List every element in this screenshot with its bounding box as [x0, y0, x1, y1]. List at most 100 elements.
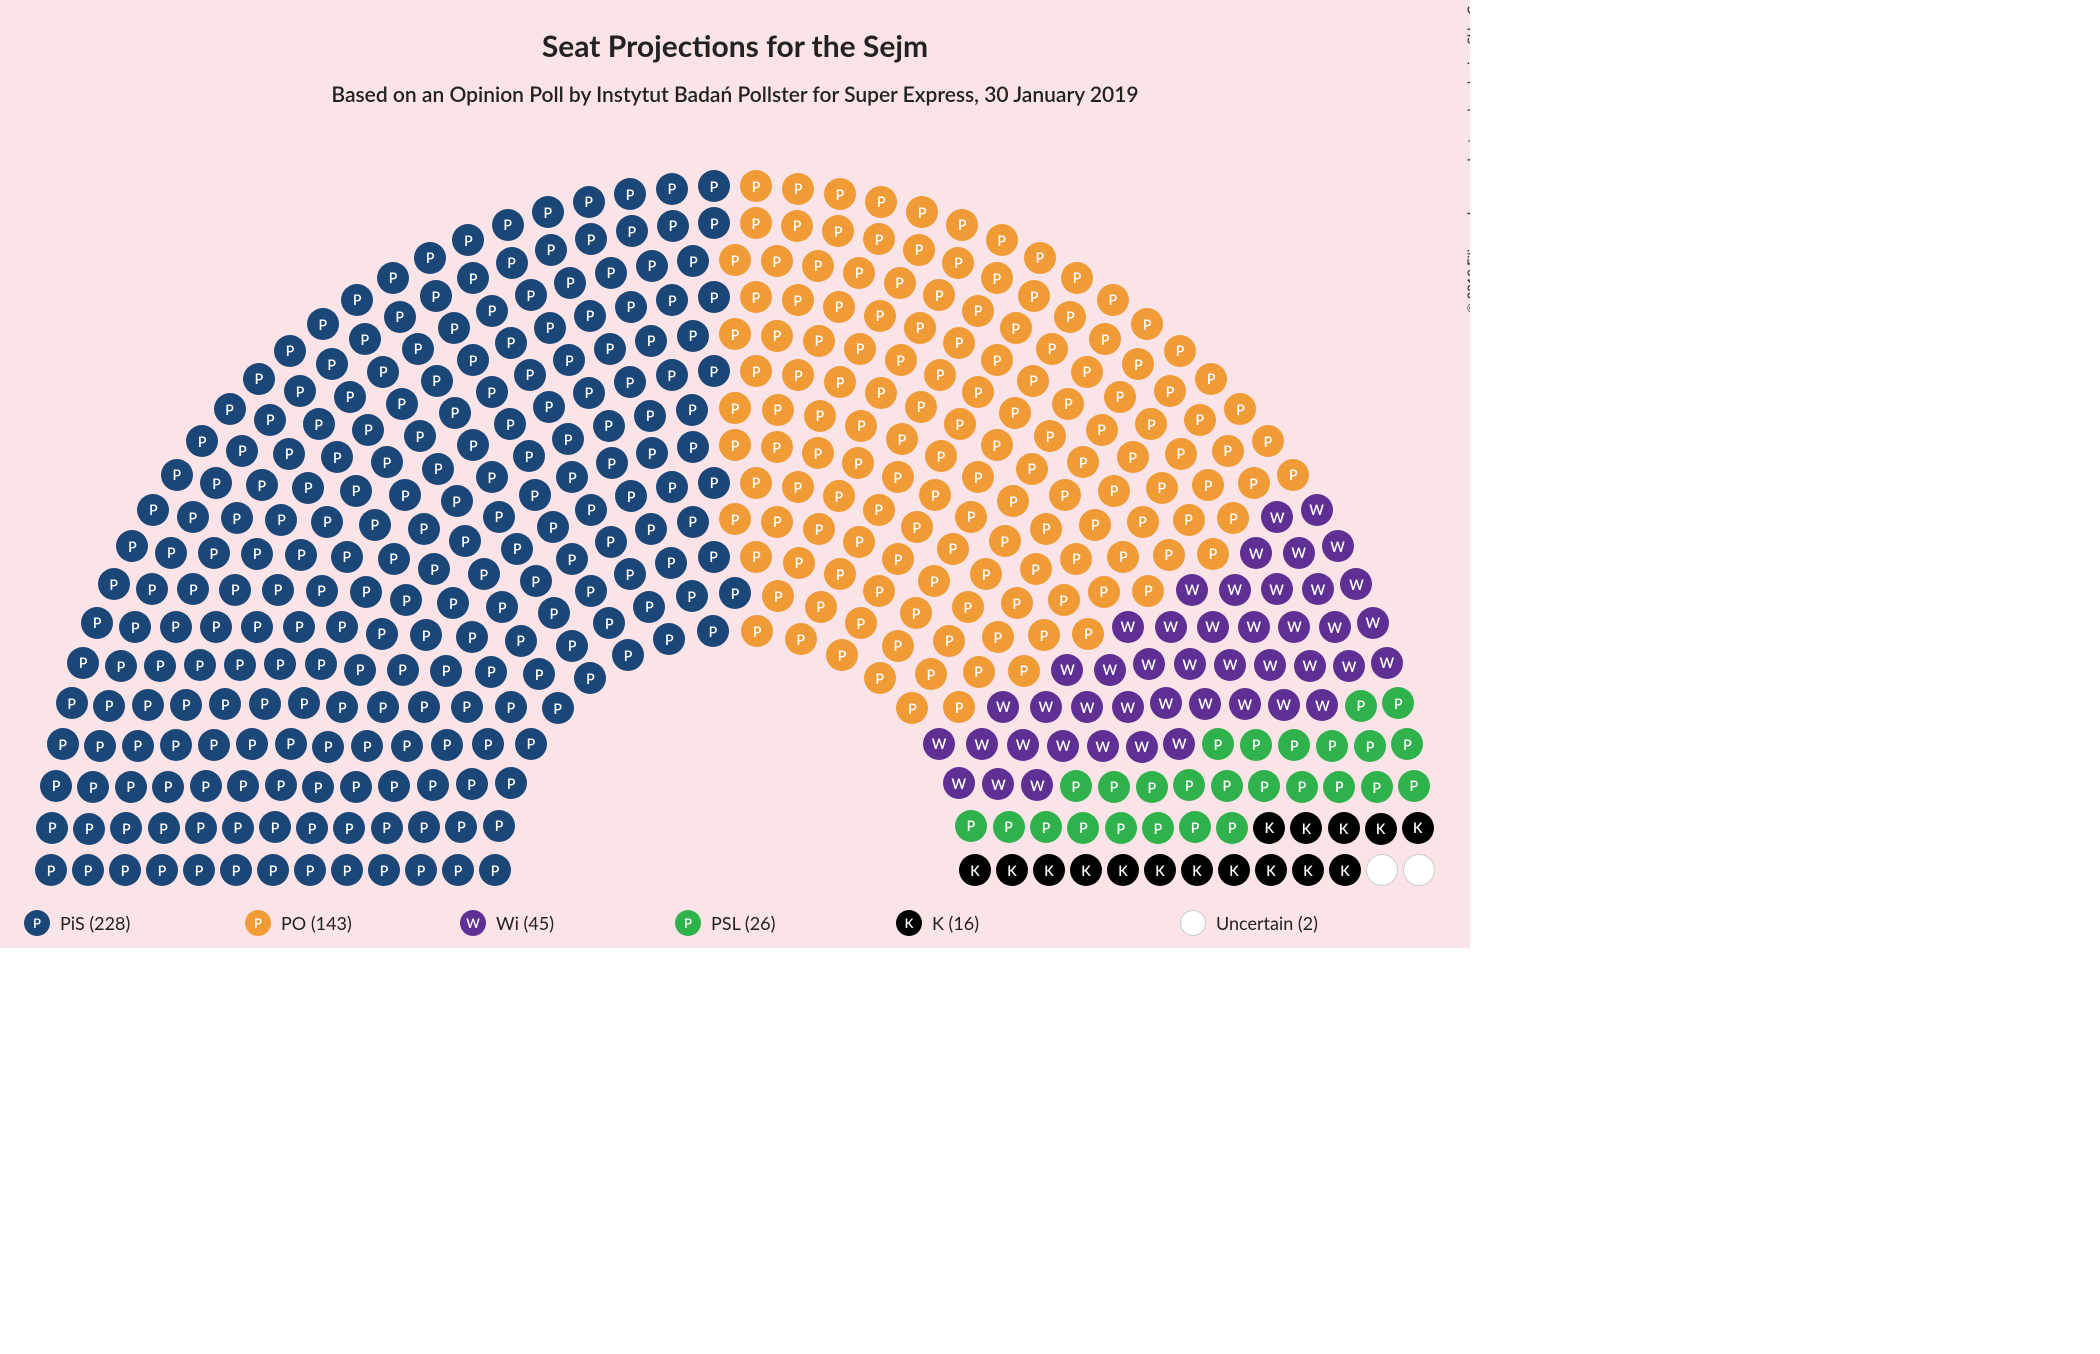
seat-pis: P: [495, 691, 527, 723]
seat-pis: P: [636, 250, 668, 282]
seat-pis: P: [144, 650, 176, 682]
seat-po: P: [896, 692, 928, 724]
seat-pis: P: [264, 648, 296, 680]
seat-k: K: [1292, 854, 1324, 886]
seat-wi: W: [1071, 691, 1103, 723]
seat-pis: P: [273, 438, 305, 470]
legend-item-unc: Uncertain (2): [1180, 910, 1318, 936]
seat-pis: P: [198, 537, 230, 569]
seat-po: P: [782, 359, 814, 391]
seat-pis: P: [349, 323, 381, 355]
seat-pis: P: [284, 375, 316, 407]
seat-pis: P: [184, 649, 216, 681]
seat-pis: P: [430, 655, 462, 687]
seat-pis: P: [614, 558, 646, 590]
seat-pis: P: [442, 854, 474, 886]
seat-po: P: [962, 461, 994, 493]
seat-pis: P: [431, 729, 463, 761]
seat-pis: P: [105, 650, 137, 682]
seat-wi: W: [1112, 691, 1144, 723]
seat-wi: W: [1094, 654, 1126, 686]
seat-wi: W: [1047, 730, 1079, 762]
seat-pis: P: [241, 611, 273, 643]
seat-po: P: [1132, 575, 1164, 607]
seat-wi: W: [1021, 769, 1053, 801]
seat-po: P: [1054, 301, 1086, 333]
seat-po: P: [1212, 435, 1244, 467]
seat-pis: P: [538, 597, 570, 629]
seat-pis: P: [573, 186, 605, 218]
seat-pis: P: [472, 728, 504, 760]
seat-pis: P: [636, 437, 668, 469]
seat-pis: P: [468, 558, 500, 590]
seat-pis: P: [457, 429, 489, 461]
seat-pis: P: [677, 506, 709, 538]
attribution-text: © 2019 Filip van Laenen, chart produced …: [1464, 6, 1470, 313]
seat-pis: P: [634, 400, 666, 432]
seat-pis: P: [311, 506, 343, 538]
seat-pis: P: [438, 312, 470, 344]
seat-pis: P: [408, 691, 440, 723]
seat-k: K: [1365, 813, 1397, 845]
seat-wi: W: [1319, 611, 1351, 643]
seat-po: P: [762, 580, 794, 612]
seat-po: P: [805, 591, 837, 623]
seat-po: P: [1165, 438, 1197, 470]
seat-po: P: [1001, 587, 1033, 619]
seat-pis: P: [226, 435, 258, 467]
seat-psl: P: [1382, 687, 1414, 719]
seat-po: P: [900, 597, 932, 629]
seat-pis: P: [155, 537, 187, 569]
seat-po: P: [946, 209, 978, 241]
seat-pis: P: [334, 381, 366, 413]
seat-pis: P: [303, 408, 335, 440]
seat-pis: P: [677, 245, 709, 277]
seat-po: P: [1252, 425, 1284, 457]
seat-pis: P: [556, 630, 588, 662]
seat-po: P: [1127, 506, 1159, 538]
seat-po: P: [1018, 280, 1050, 312]
seat-pis: P: [676, 580, 708, 612]
seat-po: P: [719, 392, 751, 424]
seat-po: P: [740, 467, 772, 499]
seat-po: P: [1173, 504, 1205, 536]
seat-pis: P: [456, 621, 488, 653]
seat-pis: P: [160, 611, 192, 643]
seat-pis: P: [515, 728, 547, 760]
seat-pis: P: [405, 854, 437, 886]
seat-pis: P: [243, 363, 275, 395]
seat-pis: P: [185, 812, 217, 844]
seat-pis: P: [219, 574, 251, 606]
seat-pis: P: [515, 279, 547, 311]
seat-po: P: [719, 429, 751, 461]
seat-pis: P: [575, 494, 607, 526]
seat-pis: P: [72, 854, 104, 886]
seat-wi: W: [1214, 649, 1246, 681]
seat-pis: P: [697, 615, 729, 647]
seat-pis: P: [98, 568, 130, 600]
seat-wi: W: [1302, 573, 1334, 605]
seat-pis: P: [259, 811, 291, 843]
seat-pis: P: [321, 441, 353, 473]
seat-po: P: [843, 526, 875, 558]
seat-po: P: [955, 501, 987, 533]
seat-pis: P: [366, 618, 398, 650]
seat-po: P: [1048, 584, 1080, 616]
seat-po: P: [822, 215, 854, 247]
seat-pis: P: [476, 376, 508, 408]
seat-po: P: [1107, 541, 1139, 573]
seat-pis: P: [483, 501, 515, 533]
legend-label-psl: PSL (26): [711, 912, 775, 934]
seat-pis: P: [698, 207, 730, 239]
seat-pis: P: [719, 577, 751, 609]
seat-po: P: [824, 178, 856, 210]
seat-pis: P: [109, 854, 141, 886]
seat-po: P: [882, 543, 914, 575]
seat-psl: P: [1391, 728, 1423, 760]
seat-psl: P: [1030, 811, 1062, 843]
seat-pis: P: [81, 607, 113, 639]
seat-psl: P: [1361, 771, 1393, 803]
seat-po: P: [962, 295, 994, 327]
seat-pis: P: [402, 333, 434, 365]
seat-po: P: [919, 479, 951, 511]
